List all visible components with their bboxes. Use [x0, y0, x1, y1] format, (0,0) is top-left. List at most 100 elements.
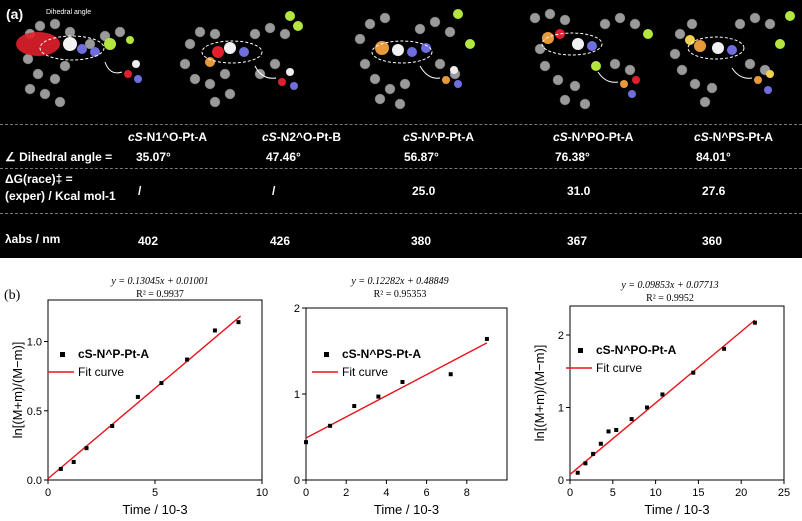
fit-line	[47, 315, 242, 480]
molecule-3-picture	[354, 9, 475, 110]
dihedral-value-5: 84.01°	[696, 150, 731, 164]
fit-equation: y = 0.12282x + 0.48849	[350, 276, 448, 287]
divider	[0, 213, 802, 214]
fit-line	[305, 342, 488, 439]
x-axis-label: Time / 10-3	[374, 502, 439, 517]
data-point	[629, 417, 634, 422]
data-point	[583, 461, 588, 466]
y-tick-label: 1	[294, 389, 300, 401]
data-point	[135, 394, 140, 399]
plot-frame	[47, 299, 263, 481]
legend-marker-points	[578, 348, 583, 353]
data-point	[645, 405, 650, 410]
data-point	[212, 328, 217, 333]
legend-marker-points	[60, 352, 65, 357]
data-point	[328, 423, 333, 428]
divider	[0, 124, 802, 125]
data-point	[58, 466, 63, 471]
x-tick-label: 25	[778, 487, 790, 499]
plot-frame	[305, 307, 508, 481]
data-point	[71, 460, 76, 464]
x-tick-label: 15	[692, 487, 704, 499]
y-axis-label: ln[(M+m)/(M−m)]	[532, 345, 547, 442]
panel-a-label: (a)	[6, 6, 24, 22]
legend-label-fit: Fit curve	[78, 365, 124, 379]
data-point	[84, 446, 89, 451]
dg-value-5: 27.6	[702, 184, 726, 198]
y-tick-label: 1.0	[27, 337, 42, 349]
r-squared: R² = 0.9937	[136, 289, 184, 300]
x-tick-label: 10	[256, 487, 268, 499]
data-point	[722, 346, 727, 351]
data-point	[591, 451, 596, 456]
dihedral-value-4: 76.38°	[555, 150, 590, 164]
molecule-5-picture	[669, 11, 795, 108]
x-tick-label: 0	[45, 487, 51, 499]
data-point	[110, 424, 115, 428]
x-axis-label: Time / 10-3	[644, 502, 709, 517]
legend-label-fit: Fit curve	[596, 361, 642, 375]
data-point	[352, 404, 357, 409]
compound-name-3: cS-N^P-Pt-A	[403, 130, 475, 144]
data-point	[660, 392, 665, 397]
panel-b: (b) 0 5 10 0.0 0.5 1.0 y = 0.13045x + 0.01001 R…	[0, 262, 802, 521]
molecule-2-picture	[179, 11, 303, 108]
data-point	[606, 429, 611, 434]
data-point	[691, 370, 696, 375]
row-label-labs: λabs / nm	[5, 232, 61, 246]
data-point	[304, 440, 308, 445]
x-tick-label: 10	[649, 487, 661, 499]
x-tick-label: 6	[424, 487, 430, 499]
labs-value-5: 360	[702, 234, 723, 248]
x-tick-label: 2	[343, 487, 349, 499]
data-point	[752, 320, 757, 325]
r-squared: R² = 0.9952	[646, 293, 694, 304]
dg-value-1: /	[138, 184, 142, 198]
data-point	[484, 336, 489, 341]
y-tick-label: 1	[558, 403, 564, 415]
x-tick-label: 0	[567, 487, 573, 499]
x-tick-label: 5	[610, 487, 616, 499]
legend-label-compound: cS-N^PS-Pt-A	[342, 347, 421, 361]
x-tick-label: 0	[303, 487, 309, 499]
fit-equation: y = 0.09853x + 0.07713	[620, 280, 718, 291]
data-point	[575, 470, 580, 475]
chart-nps: 0 2 4 6 8 0 1 2 y = 0.12282x + 0.48849 R² = 0.953…	[294, 276, 508, 517]
data-point	[236, 320, 241, 325]
molecule-1-picture: Dihedral angle	[16, 9, 142, 108]
compound-name-5: cS-N^PS-Pt-A	[694, 130, 774, 144]
data-point	[159, 381, 164, 386]
data-point	[185, 357, 190, 362]
plot-frame	[569, 305, 785, 481]
x-tick-label: 4	[383, 487, 389, 499]
x-tick-label: 8	[464, 487, 470, 499]
compound-name-4: cS-N^PO-Pt-A	[553, 130, 634, 144]
y-tick-label: 0.0	[27, 475, 42, 487]
dg-value-2: /	[272, 184, 276, 198]
data-point	[614, 427, 619, 432]
data-point	[376, 394, 381, 399]
legend-marker-points	[324, 352, 329, 357]
y-tick-label: 0	[294, 475, 300, 487]
y-axis-label: ln[(M+m)/(M−m)]	[10, 342, 25, 439]
dg-value-3: 25.0	[412, 184, 436, 198]
divider	[0, 168, 802, 169]
fit-equation: y = 0.13045x + 0.01001	[110, 276, 208, 287]
labs-value-2: 426	[270, 234, 291, 248]
r-squared: R² = 0.95353	[374, 289, 427, 300]
chart-npo: 0 5 10 15 20 25 0 1 2 y = 0.09853x + 0.07713 R² = …	[532, 280, 790, 517]
chart-np: 0 5 10 0.0 0.5 1.0 y = 0.13045x + 0.01001 R² = …	[10, 276, 268, 517]
labs-value-3: 380	[411, 234, 432, 248]
labs-value-4: 367	[567, 234, 588, 248]
dg-value-4: 31.0	[567, 184, 591, 198]
labs-value-1: 402	[138, 234, 159, 248]
dihedral-value-1: 35.07°	[136, 150, 171, 164]
dihedral-value-3: 56.87°	[404, 150, 439, 164]
compound-name-1: cS-N1^O-Pt-A	[128, 130, 208, 144]
row-label-dihedral: ∠ Dihedral angle =	[5, 150, 113, 164]
data-point	[598, 441, 603, 446]
fit-line	[569, 319, 756, 475]
data-point	[448, 372, 453, 377]
legend-label-compound: cS-N^PO-Pt-A	[596, 343, 677, 357]
compound-name-2: cS-N2^O-Pt-B	[262, 130, 342, 144]
